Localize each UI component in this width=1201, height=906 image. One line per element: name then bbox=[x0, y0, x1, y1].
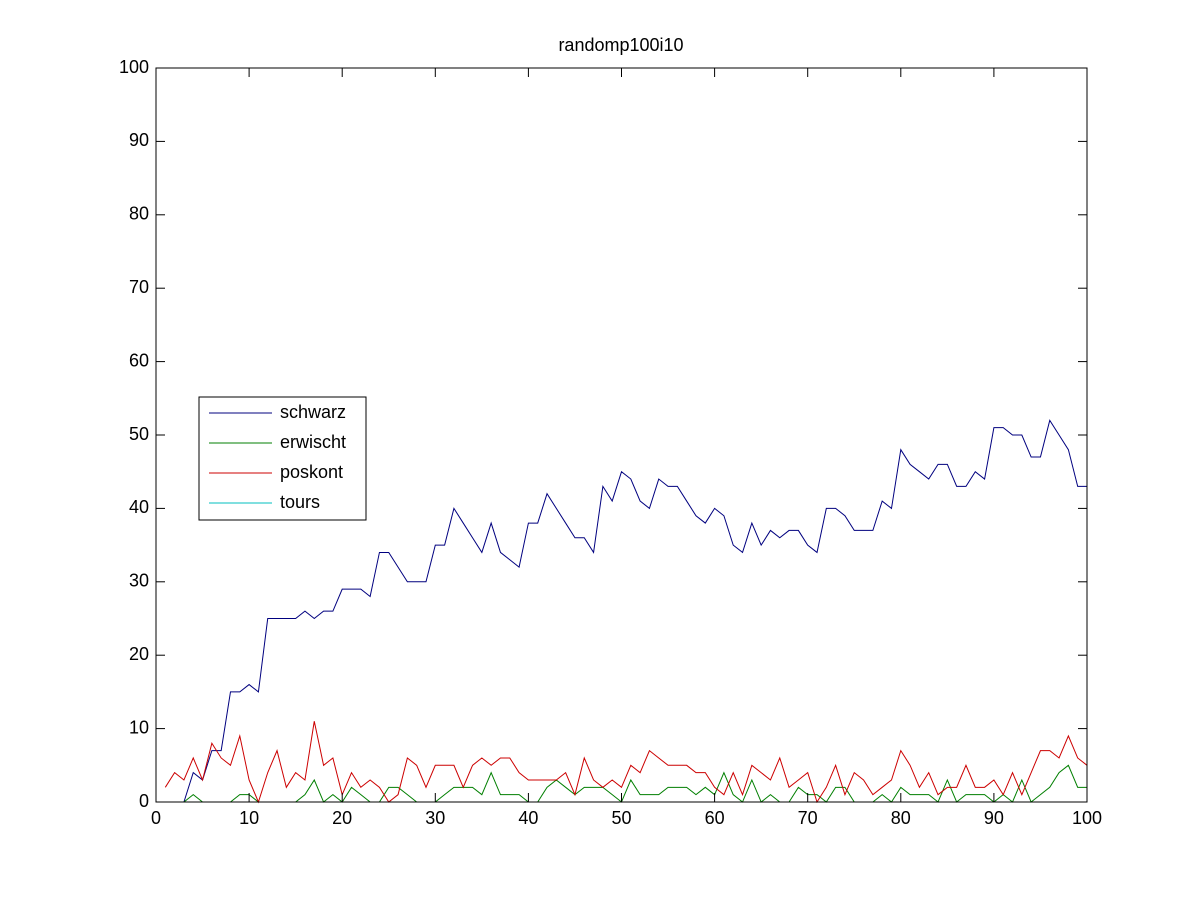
legend-label: schwarz bbox=[280, 402, 346, 422]
y-tick-label: 0 bbox=[139, 791, 149, 811]
chart-title: randomp100i10 bbox=[558, 35, 683, 55]
y-tick-label: 40 bbox=[129, 497, 149, 517]
x-tick-label: 40 bbox=[518, 808, 538, 828]
x-tick-label: 90 bbox=[984, 808, 1004, 828]
y-tick-label: 100 bbox=[119, 57, 149, 77]
y-tick-label: 90 bbox=[129, 130, 149, 150]
x-tick-label: 10 bbox=[239, 808, 259, 828]
legend-box bbox=[198, 396, 367, 521]
x-tick-label: 70 bbox=[798, 808, 818, 828]
series-line bbox=[165, 419, 1087, 803]
legend-label: poskont bbox=[280, 462, 343, 482]
y-tick-label: 20 bbox=[129, 644, 149, 664]
x-tick-label: 80 bbox=[891, 808, 911, 828]
x-tick-label: 20 bbox=[332, 808, 352, 828]
y-tick-label: 50 bbox=[129, 424, 149, 444]
y-tick-label: 60 bbox=[129, 350, 149, 370]
y-tick-label: 30 bbox=[129, 571, 149, 591]
legend-label: tours bbox=[280, 492, 320, 512]
series-line bbox=[164, 721, 1088, 804]
x-tick-label: 50 bbox=[611, 808, 631, 828]
y-tick-label: 70 bbox=[129, 277, 149, 297]
y-tick-label: 80 bbox=[129, 204, 149, 224]
x-tick-label: 0 bbox=[151, 808, 161, 828]
legend-label: erwischt bbox=[280, 432, 346, 452]
series-line bbox=[165, 764, 1087, 803]
y-tick-label: 10 bbox=[129, 717, 149, 737]
x-tick-label: 30 bbox=[425, 808, 445, 828]
x-tick-label: 60 bbox=[705, 808, 725, 828]
x-tick-label: 100 bbox=[1072, 808, 1102, 828]
